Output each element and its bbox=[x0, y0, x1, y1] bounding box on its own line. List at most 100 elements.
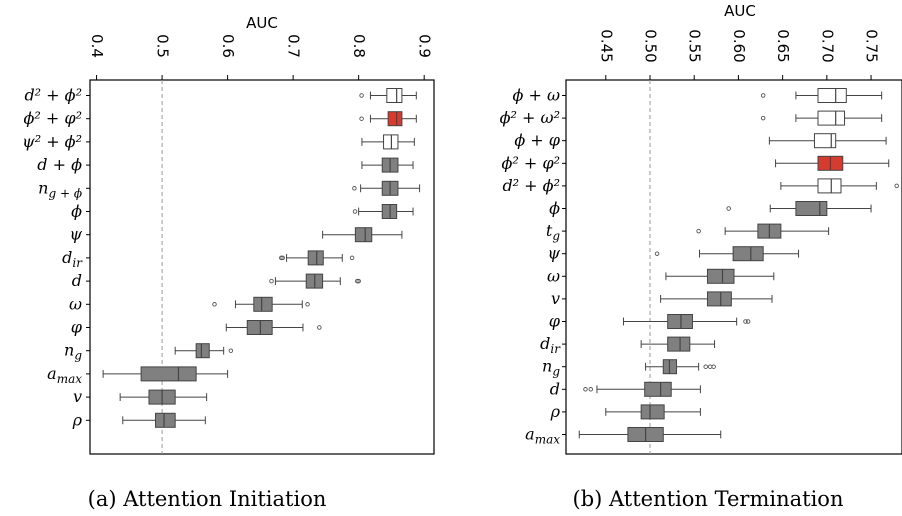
box bbox=[140, 366, 197, 382]
outlier-point bbox=[588, 387, 594, 392]
outlier-point bbox=[696, 228, 701, 234]
box bbox=[667, 336, 691, 352]
x-tick-label: 0.50 bbox=[642, 29, 660, 62]
x-tick-label: 0.4 bbox=[88, 34, 106, 58]
box bbox=[706, 291, 732, 307]
box bbox=[817, 88, 847, 103]
box bbox=[644, 381, 672, 397]
box bbox=[246, 320, 273, 335]
outlier-point bbox=[228, 348, 234, 353]
category-label: ψ bbox=[547, 244, 560, 263]
box-series bbox=[102, 88, 421, 428]
caption-a: (a) Attention Initiation bbox=[88, 487, 327, 511]
category-label: dir bbox=[540, 334, 561, 356]
category-label: ϕ bbox=[549, 199, 560, 218]
plot-frame bbox=[565, 79, 902, 455]
x-ticks: 0.4 0.5 0.6 0.7 0.8 0.9 bbox=[88, 34, 434, 80]
box bbox=[795, 201, 828, 216]
outlier-point bbox=[703, 364, 708, 369]
box bbox=[386, 88, 403, 103]
outlier-point bbox=[743, 319, 748, 324]
outlier-point bbox=[352, 186, 357, 191]
outlier-point bbox=[356, 278, 361, 284]
category-label: ng + ϕ bbox=[38, 178, 82, 200]
outlier-point bbox=[711, 364, 716, 369]
x-tick-label: 0.5 bbox=[154, 34, 172, 58]
box bbox=[817, 110, 846, 126]
x-tick-label: 0.6 bbox=[219, 34, 237, 58]
plot-frame bbox=[89, 79, 435, 455]
box bbox=[817, 178, 842, 194]
category-label: d² + ϕ² bbox=[24, 86, 82, 105]
box bbox=[253, 296, 273, 312]
box bbox=[381, 204, 398, 219]
x-tick-label: 0.8 bbox=[350, 34, 368, 58]
category-label: ng bbox=[542, 357, 560, 379]
category-label: ω bbox=[547, 266, 560, 285]
x-tick-label: 0.75 bbox=[863, 29, 881, 62]
category-label: ψ bbox=[69, 225, 82, 244]
outlier-point bbox=[305, 302, 310, 307]
box bbox=[383, 134, 399, 150]
x-tick-label: 0.55 bbox=[686, 29, 704, 62]
panel-attention-initiation: AUC 0.4 0.5 0.6 0.7 0.8 0.9 d² + ϕ² ϕ² + φ² ψ² … bbox=[22, 14, 435, 511]
box bbox=[667, 314, 693, 329]
outlier-point bbox=[894, 183, 899, 189]
category-label: v bbox=[551, 289, 560, 308]
x-axis-title: AUC bbox=[724, 2, 756, 20]
x-tick-label: 0.45 bbox=[597, 29, 615, 62]
outlier-point bbox=[359, 93, 364, 98]
outlier-point bbox=[359, 116, 364, 121]
box bbox=[732, 246, 764, 262]
category-label: ϕ² + φ² bbox=[23, 109, 82, 128]
category-label: ϕ bbox=[71, 202, 82, 221]
outlier-point bbox=[280, 255, 285, 261]
panel-attention-termination: AUC 0.45 0.50 0.55 0.60 0.65 0.70 0.75 ϕ + ω ϕ²… bbox=[500, 2, 902, 511]
category-label: ng bbox=[64, 341, 82, 363]
outlier-point bbox=[760, 93, 766, 98]
category-label: d² + ϕ² bbox=[502, 176, 560, 195]
outlier-point bbox=[654, 251, 660, 256]
outlier-point bbox=[583, 387, 588, 392]
box bbox=[813, 133, 837, 149]
outlier-point bbox=[317, 325, 322, 330]
category-label: d + ϕ bbox=[37, 155, 82, 174]
category-label: dir bbox=[62, 248, 83, 270]
category-label: ϕ² + ω² bbox=[500, 108, 560, 127]
x-tick-label: 0.7 bbox=[285, 34, 303, 58]
x-tick-label: 0.65 bbox=[774, 29, 792, 62]
category-label: ρ bbox=[550, 402, 561, 421]
category-label: φ bbox=[549, 312, 561, 331]
outlier-point bbox=[726, 206, 731, 211]
x-tick-label: 0.9 bbox=[416, 34, 434, 58]
category-label: ϕ + φ bbox=[514, 131, 560, 150]
box bbox=[307, 250, 324, 266]
category-label: ρ bbox=[72, 410, 83, 429]
category-label: ϕ + ω bbox=[512, 86, 560, 105]
box bbox=[640, 404, 665, 420]
category-label: ϕ² + φ² bbox=[501, 153, 560, 172]
category-label: ω bbox=[69, 294, 82, 313]
x-tick-label: 0.70 bbox=[818, 29, 836, 62]
x-ticks: 0.45 0.50 0.55 0.60 0.65 0.70 0.75 bbox=[597, 29, 881, 80]
box bbox=[387, 111, 403, 127]
category-label: v bbox=[73, 387, 82, 406]
box-series bbox=[578, 88, 899, 442]
category-label: d bbox=[550, 379, 560, 398]
category-label: d bbox=[72, 271, 82, 290]
box bbox=[155, 412, 176, 428]
outlier-point bbox=[707, 364, 713, 369]
category-label: tg bbox=[546, 221, 560, 243]
category-label: amax bbox=[525, 425, 560, 447]
outlier-point bbox=[352, 209, 358, 214]
category-label: ψ² + ϕ² bbox=[22, 132, 82, 151]
outlier-point bbox=[760, 115, 766, 121]
box bbox=[354, 227, 373, 243]
category-label: φ bbox=[71, 318, 83, 337]
category-label: amax bbox=[47, 364, 82, 386]
outlier-point bbox=[745, 319, 751, 324]
x-axis-title: AUC bbox=[246, 14, 278, 32]
outlier-point bbox=[212, 302, 217, 307]
